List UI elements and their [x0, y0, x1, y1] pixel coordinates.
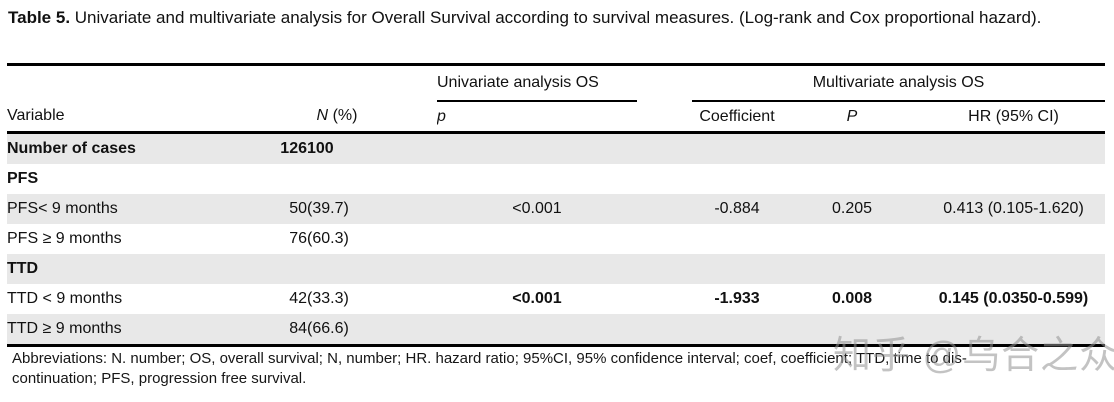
cell-hr	[922, 224, 1105, 254]
col-header-p-univariate: p	[437, 101, 637, 134]
cell-coefficient	[692, 224, 782, 254]
cell-pct: (39.7)	[307, 200, 349, 217]
spacer-cell	[637, 133, 692, 165]
col-header-p-multivariate: P	[782, 101, 922, 134]
multivariate-group-header: Multivariate analysis OS	[692, 64, 1106, 102]
cell-pct: (66.6)	[307, 314, 437, 347]
cell-p-univariate: <0.001	[512, 290, 562, 307]
table-row: PFS	[7, 164, 1105, 194]
cell-hr: 0.145 (0.0350-0.599)	[938, 290, 1089, 307]
cell-pct: 100	[307, 140, 334, 157]
table-row: Number of cases 126 100	[7, 132, 1106, 165]
cell-p-univariate	[437, 224, 637, 254]
col-header-pct: (%)	[332, 107, 358, 124]
cell-pct	[307, 254, 437, 284]
col-header-hr: HR (95% CI)	[922, 101, 1106, 134]
cell-n	[237, 164, 307, 194]
cell-n: 84	[237, 314, 307, 347]
cell-variable: PFS	[7, 170, 39, 187]
cell-p-univariate	[437, 314, 637, 347]
cell-p-multivariate: 0.205	[831, 200, 873, 217]
cell-p-multivariate	[782, 314, 922, 347]
table-row: TTD ≥ 9 months 84 (66.6)	[7, 314, 1106, 347]
cell-hr: 0.413 (0.105-1.620)	[943, 200, 1084, 217]
cell-variable: Number of cases	[7, 140, 136, 157]
cell-n: 42	[289, 290, 307, 307]
cell-coefficient	[692, 133, 782, 165]
cell-n: 126	[280, 140, 307, 157]
table-caption-label: Table 5.	[8, 8, 71, 27]
cell-coefficient	[692, 164, 782, 194]
col-header-n-pct: N (%)	[237, 101, 437, 134]
table-row: PFS ≥ 9 months 76 (60.3)	[7, 224, 1105, 254]
cell-p-multivariate	[782, 133, 922, 165]
cell-coefficient	[692, 254, 782, 284]
cell-n	[237, 254, 307, 284]
table-row: PFS< 9 months 50 (39.7) <0.001 -0.884 0.…	[7, 194, 1106, 224]
cell-coefficient: -1.933	[714, 290, 760, 307]
results-table: Univariate analysis OS Multivariate anal…	[7, 63, 1106, 347]
spacer-cell	[637, 254, 692, 284]
cell-coefficient: -0.884	[714, 200, 760, 217]
cell-variable: PFS ≥ 9 months	[7, 230, 122, 247]
table-row: TTD	[7, 254, 1106, 284]
cell-p-multivariate	[782, 224, 922, 254]
spacer-cell	[237, 65, 437, 102]
cell-pct: (60.3)	[307, 230, 349, 247]
column-header-row: Variable N (%) p Coefficient P HR (95% C…	[7, 101, 1106, 134]
spacer-cell	[637, 164, 692, 194]
cell-n: 50	[289, 200, 307, 217]
cell-p-multivariate	[782, 164, 922, 194]
univariate-group-header: Univariate analysis OS	[437, 64, 637, 102]
spacer-cell	[637, 314, 692, 347]
spacer-cell	[637, 65, 692, 102]
spacer-cell	[637, 194, 692, 224]
cell-hr	[922, 164, 1105, 194]
abbreviations-footnote: Abbreviations: N. number; OS, overall su…	[12, 349, 1112, 389]
table-row: TTD < 9 months 42 (33.3) <0.001 -1.933 0…	[7, 284, 1105, 314]
table-caption-text: Univariate and multivariate analysis for…	[74, 8, 1042, 27]
cell-hr	[922, 133, 1105, 165]
col-header-n: N	[316, 107, 329, 124]
cell-variable: TTD	[7, 260, 39, 277]
group-header-row: Univariate analysis OS Multivariate anal…	[7, 64, 1106, 102]
cell-hr	[922, 254, 1105, 284]
table-caption: Table 5. Univariate and multivariate ana…	[8, 5, 1048, 31]
cell-n: 76	[289, 230, 307, 247]
cell-variable: TTD < 9 months	[7, 290, 123, 307]
cell-pct: (33.3)	[307, 290, 349, 307]
cell-variable: PFS< 9 months	[7, 200, 118, 217]
spacer-cell	[637, 224, 692, 254]
footnote-line-2: continuation; PFS, progression free surv…	[12, 370, 307, 387]
cell-pct	[307, 164, 437, 194]
cell-variable: TTD ≥ 9 months	[7, 314, 237, 347]
col-header-coefficient: Coefficient	[692, 101, 782, 134]
cell-coefficient	[692, 314, 782, 347]
cell-p-univariate	[437, 254, 637, 284]
spacer-cell	[7, 65, 237, 102]
footnote-line-1: Abbreviations: N. number; OS, overall su…	[12, 350, 967, 367]
cell-p-multivariate	[782, 254, 922, 284]
cell-p-multivariate: 0.008	[831, 290, 873, 307]
spacer-cell	[637, 101, 692, 134]
cell-p-univariate	[437, 133, 637, 165]
cell-p-univariate: <0.001	[512, 200, 562, 217]
cell-p-univariate	[437, 164, 637, 194]
spacer-cell	[637, 284, 692, 314]
cell-hr	[922, 314, 1106, 347]
col-header-variable: Variable	[7, 101, 237, 134]
